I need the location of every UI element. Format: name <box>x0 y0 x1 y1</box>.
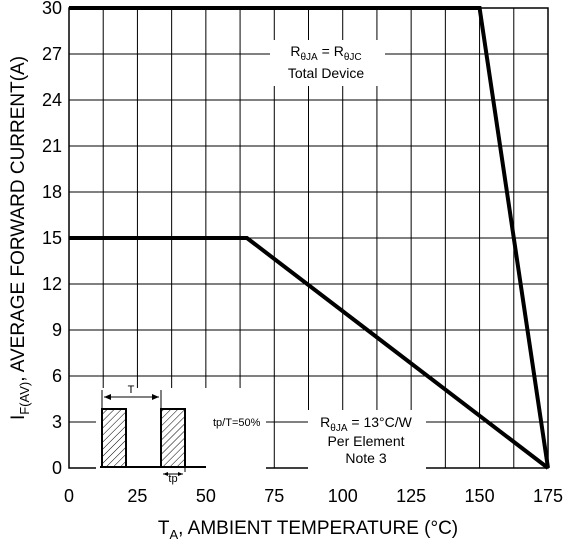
period-label: T <box>128 384 135 396</box>
y-axis-title: IF(AV), AVERAGE FORWARD CURRENT(A) <box>8 56 32 420</box>
x-tick-label: 75 <box>264 486 284 506</box>
y-tick-labels: 0 3 6 9 12 15 18 21 24 27 30 <box>42 0 62 478</box>
x-tick-label: 175 <box>533 486 563 506</box>
annotation-total-device: RθJA = RθJC Total Device <box>270 40 385 86</box>
series-line-1 <box>69 6 550 469</box>
y-tick-label: 9 <box>52 320 62 340</box>
x-tick-label: 125 <box>396 486 426 506</box>
x-tick-label: 50 <box>196 486 216 506</box>
y-tick-label: 6 <box>52 366 62 386</box>
y-tick-label: 15 <box>42 228 62 248</box>
pulse-1 <box>101 408 127 468</box>
series-lines <box>69 6 550 470</box>
period-arrowhead-right <box>152 394 159 400</box>
y-tick-label: 3 <box>52 412 62 432</box>
y-tick-label: 0 <box>52 458 62 478</box>
width-arrowhead-right <box>178 472 183 476</box>
annotation-per-element: RθJA = 13°C/W Per Element Note 3 <box>308 410 426 472</box>
pulse-inset: T tp tp/T=50% <box>96 384 266 485</box>
annotation-total-line2: Total Device <box>288 65 364 81</box>
width-label: tp <box>168 473 177 485</box>
width-arrowhead-left <box>163 472 168 476</box>
annotation-element-line3: Note 3 <box>345 450 386 466</box>
x-tick-label: 0 <box>64 486 74 506</box>
period-arrowhead-left <box>104 394 111 400</box>
x-tick-label: 25 <box>127 486 147 506</box>
y-tick-label: 27 <box>42 44 62 64</box>
y-tick-label: 12 <box>42 274 62 294</box>
y-tick-label: 24 <box>42 90 62 110</box>
annotation-total-line1: RθJA = RθJC <box>290 43 361 63</box>
annotation-element-line2: Per Element <box>327 433 404 449</box>
pulse-2 <box>160 408 186 468</box>
x-tick-labels: 0 25 50 75 100 125 150 175 <box>64 486 563 506</box>
annotation-element-line1: RθJA = 13°C/W <box>320 414 412 434</box>
x-tick-label: 100 <box>328 486 358 506</box>
x-axis-title: TA, AMBIENT TEMPERATURE (°C) <box>158 518 458 541</box>
y-tick-label: 30 <box>42 0 62 18</box>
series-line-2 <box>69 236 550 470</box>
y-tick-label: 21 <box>42 136 62 156</box>
x-tick-label: 150 <box>465 486 495 506</box>
y-tick-label: 18 <box>42 182 62 202</box>
duty-cycle-label: tp/T=50% <box>213 417 261 429</box>
